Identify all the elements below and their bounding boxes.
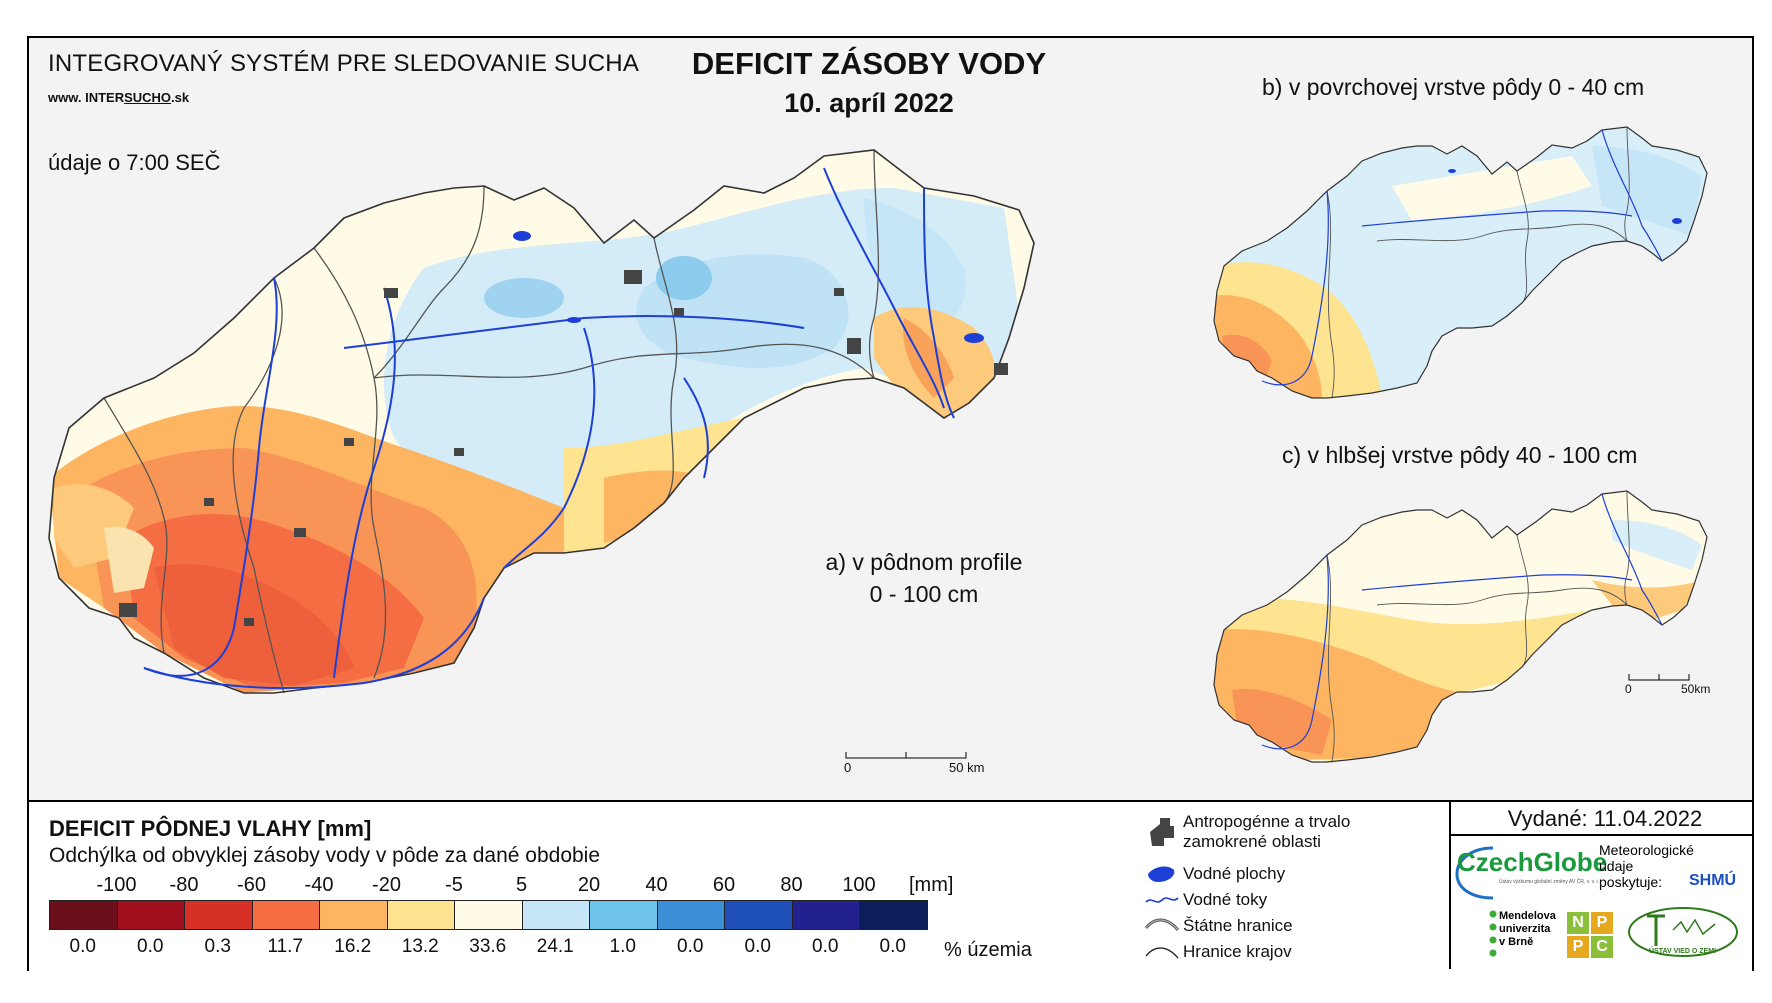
legend-swatch bbox=[116, 900, 185, 930]
legend-bin-label: -80 bbox=[169, 874, 199, 896]
rivers bbox=[143, 167, 955, 689]
czechglobe-logo-icon bbox=[1455, 846, 1494, 900]
legend-bin-label: -100 bbox=[96, 874, 137, 896]
key-rivers: Vodné toky bbox=[1183, 890, 1268, 909]
main-scale-bar bbox=[845, 752, 967, 759]
legend-subtitle: Odchýlka od obvyklej zásoby vody v pôde … bbox=[49, 844, 601, 867]
map-frame: INTEGROVANÝ SYSTÉM PRE SLEDOVANIE SUCHA … bbox=[27, 36, 1754, 971]
key-state-borders: Štátne hranice bbox=[1183, 916, 1293, 935]
legend-panel: DEFICIT PÔDNEJ VLAHY [mm] Odchýlka od ob… bbox=[29, 800, 1752, 971]
legend-swatch bbox=[859, 900, 928, 930]
website-mid: SUCHO bbox=[124, 90, 172, 105]
system-name: INTEGROVANÝ SYSTÉM PRE SLEDOVANIE SUCHA bbox=[48, 50, 640, 77]
legend-percent-value: 0.3 bbox=[204, 936, 231, 957]
map-a-label: a) v pôdnom profile 0 - 100 cm bbox=[774, 546, 1074, 610]
legend-percent-value: 0.0 bbox=[137, 936, 164, 957]
legend-bin-label: 80 bbox=[780, 874, 803, 896]
legend-swatch bbox=[49, 900, 118, 930]
legend-swatch bbox=[589, 900, 658, 930]
map-b-label: b) v povrchovej vrstve pôdy 0 - 40 cm bbox=[1262, 74, 1645, 100]
legend-bin-label: 60 bbox=[712, 874, 736, 896]
river-icon bbox=[1145, 897, 1179, 903]
legend-title: DEFICIT PÔDNEJ VLAHY [mm] bbox=[49, 816, 372, 841]
publisher-box bbox=[1449, 802, 1754, 969]
region-borders bbox=[103, 149, 880, 694]
website[interactable]: www. INTERSUCHO.sk bbox=[48, 90, 189, 105]
anthropogenic-areas bbox=[119, 270, 1008, 626]
uvz-logo-icon bbox=[1628, 907, 1738, 957]
legend-percent-value: 16.2 bbox=[334, 936, 372, 957]
meteo-provider-label: Meteorologické údaje poskytuje: bbox=[1599, 842, 1694, 890]
main-scale-zero: 0 bbox=[844, 760, 852, 775]
legend-swatch bbox=[656, 900, 725, 930]
small-scale-50: 50km bbox=[1681, 682, 1711, 696]
uvz-logo: ÚSTAV VIED O ZEMI bbox=[1649, 948, 1717, 955]
small-scale-bar bbox=[1628, 674, 1690, 681]
website-suffix: .sk bbox=[171, 90, 190, 105]
water-body-icon bbox=[1148, 866, 1175, 882]
state-border-icon bbox=[1144, 918, 1180, 932]
map-c-label: c) v hlbšej vrstve pôdy 40 - 100 cm bbox=[1282, 442, 1638, 468]
legend-swatch bbox=[521, 900, 590, 930]
legend-bin-label: -20 bbox=[372, 874, 401, 896]
legend-unit: [mm] bbox=[909, 874, 954, 896]
legend-percent-value: 13.2 bbox=[401, 936, 439, 957]
legend-bin-label: 20 bbox=[577, 874, 601, 896]
legend-percent-value: 0.0 bbox=[744, 936, 771, 957]
legend-percent-value: 11.7 bbox=[267, 936, 304, 957]
legend-percent-value: 0.0 bbox=[677, 936, 704, 957]
issued-date: Vydané: 11.04.2022 bbox=[1507, 806, 1703, 831]
legend-swatch bbox=[319, 900, 388, 930]
legend-swatch bbox=[386, 900, 455, 930]
map-a-label-line2: 0 - 100 cm bbox=[869, 581, 979, 607]
main-map-fill bbox=[49, 150, 1034, 693]
legend-percent-value: 0.0 bbox=[69, 936, 96, 957]
map-c-deeper-layer bbox=[1213, 490, 1708, 763]
main-scale-50: 50 km bbox=[949, 760, 985, 775]
map-a-label-line1: a) v pôdnom profile bbox=[825, 549, 1023, 575]
small-scale-zero: 0 bbox=[1625, 682, 1632, 696]
legend-bin-label: -40 bbox=[304, 874, 334, 896]
legend-percent-value: 24.1 bbox=[536, 936, 574, 957]
legend-swatch bbox=[724, 900, 793, 930]
region-border-icon bbox=[1145, 947, 1179, 959]
map-date: 10. apríl 2022 bbox=[784, 88, 954, 118]
legend-percent-label: % územia bbox=[944, 939, 1032, 961]
legend-swatch bbox=[184, 900, 253, 930]
legend-swatch bbox=[251, 900, 320, 930]
legend-bin-label: 100 bbox=[842, 874, 876, 896]
legend-percent-value: 0.0 bbox=[879, 936, 906, 957]
publisher-divider bbox=[1449, 834, 1752, 836]
legend-percent-value: 33.6 bbox=[469, 936, 507, 957]
legend-bin-label: -5 bbox=[445, 874, 463, 896]
key-anthropogenic: Antropogénne a trvalo zamokrené oblasti bbox=[1183, 812, 1351, 851]
key-water-bodies: Vodné plochy bbox=[1183, 864, 1286, 883]
legend-percent-value: 0.0 bbox=[812, 936, 839, 957]
map-title: DEFICIT ZÁSOBY VODY bbox=[691, 46, 1047, 81]
legend-swatch bbox=[454, 900, 523, 930]
anthropogenic-icon bbox=[1150, 818, 1174, 846]
mendel-university-logo: Mendelova univerzita v Brně bbox=[1499, 910, 1556, 948]
legend-bin-label: 40 bbox=[645, 874, 668, 896]
key-region-borders: Hranice krajov bbox=[1183, 942, 1292, 961]
legend-percent-value: 1.0 bbox=[609, 936, 636, 957]
water-bodies bbox=[513, 231, 984, 343]
shmu-logo: SHMÚ bbox=[1689, 872, 1737, 889]
legend-bin-label: -60 bbox=[237, 874, 266, 896]
czechglobe-logo: CzechGlobe bbox=[1457, 847, 1608, 877]
czechglobe-subtitle: Ústav výzkumu globální změny AV ČR, v. v… bbox=[1499, 879, 1600, 885]
map-b-surface-layer bbox=[1213, 126, 1708, 399]
main-drought-map bbox=[48, 149, 1035, 694]
legend-swatch bbox=[791, 900, 860, 930]
key-symbols bbox=[1144, 818, 1180, 959]
state-border bbox=[48, 149, 1035, 694]
mendel-dots-icon bbox=[1489, 910, 1497, 957]
data-time-note: údaje o 7:00 SEČ bbox=[48, 150, 221, 175]
legend-bin-label: 5 bbox=[515, 874, 528, 896]
website-prefix: www. INTER bbox=[48, 90, 125, 105]
